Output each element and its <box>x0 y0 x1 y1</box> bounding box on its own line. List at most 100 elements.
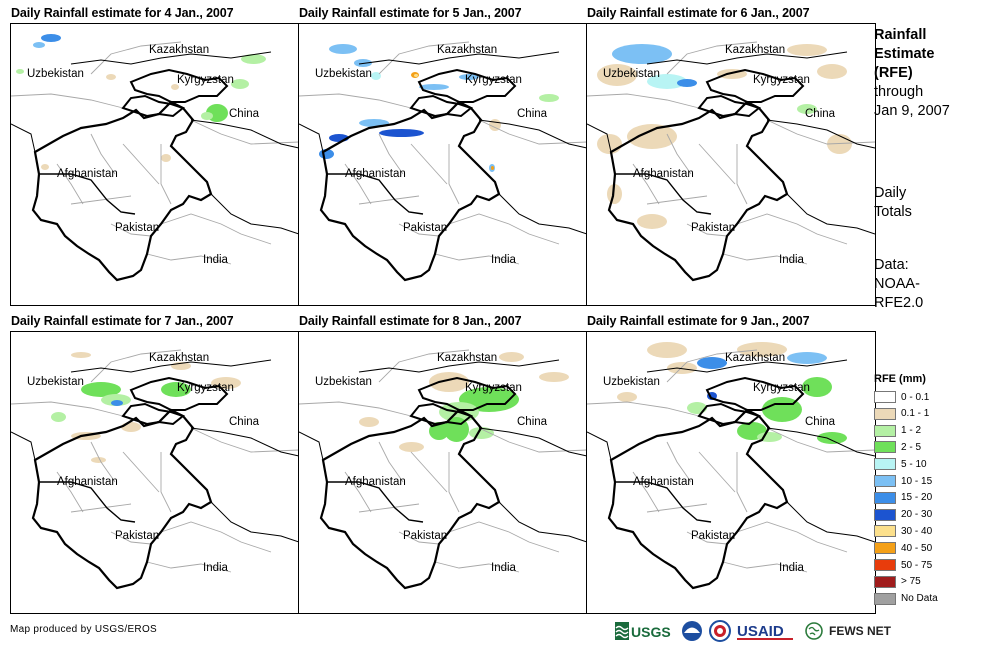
side-data-line: Data: <box>874 257 909 273</box>
legend-item: 15 - 20 <box>874 491 932 505</box>
rainfall-area <box>81 382 121 397</box>
nws-logo-icon <box>709 620 731 642</box>
rainfall-area <box>539 94 559 102</box>
rainfall-area <box>787 352 827 364</box>
rainfall-area <box>612 44 672 64</box>
tajikistan-outline <box>697 402 762 426</box>
rainfall-map: Kazakhstan Uzbekistan Kyrgyzstan China Afgha… <box>10 331 300 614</box>
country-border <box>210 501 299 543</box>
tajikistan-outline <box>409 94 474 118</box>
admin-boundary <box>122 143 160 185</box>
rainfall-area <box>41 34 61 42</box>
rainfall-area <box>111 400 123 406</box>
country-label-china: China <box>805 416 836 428</box>
admin-boundary <box>736 213 848 245</box>
side-title-line: Rainfall <box>874 27 927 43</box>
country-label-china: China <box>805 108 836 120</box>
country-label-india: India <box>779 254 804 266</box>
country-label-china: China <box>229 416 260 428</box>
admin-boundary <box>110 531 152 545</box>
afghanistan-pakistan-border <box>327 173 424 215</box>
admin-boundary <box>410 143 448 185</box>
rainfall-area <box>329 44 357 54</box>
country-border <box>70 359 272 373</box>
panel-title: Daily Rainfall estimate for 6 Jan., 2007 <box>587 6 810 20</box>
side-title-line: (RFE) <box>874 65 913 81</box>
rainfall-area <box>161 154 171 162</box>
country-label-kyrgyzstan: Kyrgyzstan <box>753 74 810 86</box>
side-date: Jan 9, 2007 <box>874 103 950 119</box>
admin-boundary <box>646 195 708 205</box>
afghanistan-pakistan-border <box>327 481 424 523</box>
legend-swatch <box>874 424 896 437</box>
country-label-china: China <box>517 108 548 120</box>
rainfall-area <box>817 432 847 444</box>
rainfall-area <box>51 412 66 422</box>
rainfall-map: Kazakhstan Uzbekistan Kyrgyzstan China Afgha… <box>586 331 876 614</box>
fewsnet-logo-text: FEWS NET <box>829 624 891 638</box>
rainfall-area <box>637 214 667 229</box>
legend-label: 0 - 0.1 <box>901 391 930 403</box>
legend-swatch <box>874 475 896 487</box>
rainfall-area <box>787 44 827 56</box>
admin-boundary <box>56 471 84 513</box>
rainfall-area <box>399 442 424 452</box>
admin-boundary <box>448 452 460 513</box>
admin-boundary <box>378 41 470 75</box>
side-data-line: RFE2.0 <box>874 295 924 311</box>
admin-boundary <box>344 163 372 205</box>
country-label-pakistan: Pakistan <box>115 530 160 542</box>
rainfall-area <box>647 342 687 358</box>
rainfall-area <box>491 166 494 170</box>
legend-item: 0 - 0.1 <box>874 390 929 404</box>
kyrgyzstan-outline <box>417 68 517 103</box>
country-border <box>786 193 875 235</box>
admin-boundary <box>70 503 132 513</box>
legend-swatch <box>874 559 896 571</box>
kyrgyzstan-outline <box>417 376 517 411</box>
legend-item: 2 - 5 <box>874 440 921 454</box>
admin-boundary <box>666 133 692 175</box>
map-credit: Map produced by USGS/EROS <box>10 624 158 635</box>
admin-boundary <box>358 503 420 513</box>
rainfall-area <box>419 84 449 90</box>
rainfall-area <box>41 164 49 170</box>
admin-boundary <box>736 521 848 553</box>
rainfall-area <box>171 84 179 90</box>
admin-boundary <box>698 143 736 185</box>
legend-label: 1 - 2 <box>901 425 922 437</box>
rainfall-area <box>379 129 424 137</box>
country-label-pakistan: Pakistan <box>691 530 736 542</box>
country-border <box>587 123 612 153</box>
country-border <box>11 431 36 461</box>
rainfall-area <box>71 352 91 358</box>
tajikistan-outline <box>697 94 762 118</box>
admin-boundary <box>666 41 758 75</box>
legend-label: 10 - 15 <box>901 475 933 487</box>
country-border <box>358 359 560 373</box>
country-label-afghanistan: Afghanistan <box>633 168 694 180</box>
kyrgyzstan-outline <box>705 68 805 103</box>
country-label-uzbekistan: Uzbekistan <box>603 68 660 80</box>
country-label-kazakhstan: Kazakhstan <box>149 44 210 56</box>
tajikistan-outline <box>121 94 186 118</box>
rainfall-map: Kazakhstan Uzbekistan Kyrgyzstan China Afgha… <box>10 23 300 306</box>
country-label-india: India <box>779 562 804 574</box>
admin-boundary <box>736 144 748 205</box>
admin-boundary <box>358 195 420 205</box>
admin-boundary <box>448 521 560 553</box>
country-border <box>190 119 299 149</box>
map-panel-1: Daily Rainfall estimate for 4 Jan., 2007… <box>10 6 300 306</box>
country-border <box>299 123 324 153</box>
legend-item: 20 - 30 <box>874 508 932 522</box>
map-panel-6: Daily Rainfall estimate for 9 Jan., 2007… <box>586 314 876 614</box>
panel-title: Daily Rainfall estimate for 5 Jan., 2007 <box>299 6 522 20</box>
country-label-uzbekistan: Uzbekistan <box>315 376 372 388</box>
country-border <box>299 431 324 461</box>
country-label-kazakhstan: Kazakhstan <box>437 44 498 56</box>
rainfall-area <box>429 372 469 392</box>
country-label-afghanistan: Afghanistan <box>633 476 694 488</box>
legend-item: 0.1 - 1 <box>874 407 929 421</box>
admin-boundary <box>122 451 160 493</box>
legend-label: 40 - 50 <box>901 542 933 554</box>
